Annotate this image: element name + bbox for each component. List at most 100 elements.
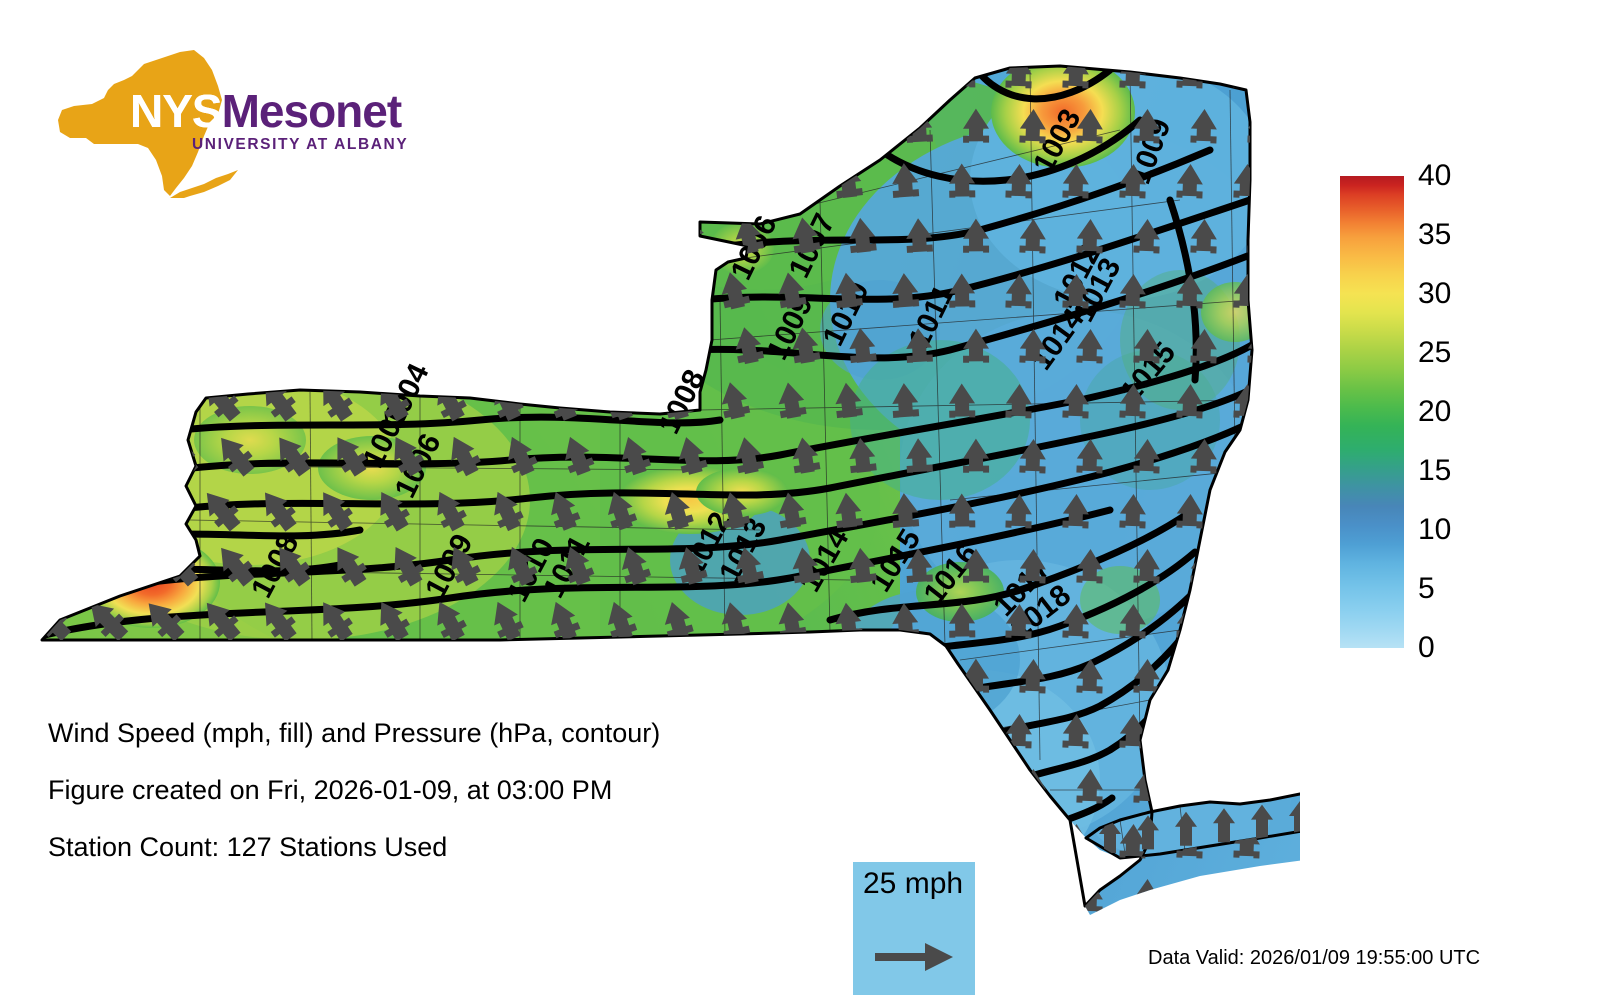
- wind-arrow: [735, 327, 765, 365]
- figure-title: Wind Speed (mph, fill) and Pressure (hPa…: [48, 718, 661, 748]
- wind-arrow: [451, 546, 481, 587]
- wind-arrow: [1251, 804, 1273, 839]
- wind-arrow: [778, 66, 807, 89]
- wind-arrow: [1176, 66, 1203, 89]
- wind-arrow: [1190, 109, 1217, 144]
- wind-arrow: [621, 106, 652, 146]
- wind-arrow: [735, 217, 765, 255]
- wind-arrow: [47, 438, 86, 477]
- wind-arrow: [1175, 811, 1197, 846]
- wind-arrow: [437, 161, 467, 202]
- wind-arrow: [835, 272, 863, 309]
- wind-arrow: [1190, 439, 1217, 474]
- wind-arrow: [565, 326, 595, 366]
- wind-arrow: [778, 382, 807, 419]
- wind-arrow: [735, 107, 765, 145]
- wind-arrow: [1133, 659, 1160, 694]
- wind-arrow: [90, 383, 129, 422]
- wind-arrow: [721, 382, 751, 420]
- wind-arrow: [1133, 109, 1160, 144]
- wind-arrow: [963, 218, 990, 253]
- wind-arrow: [678, 327, 708, 365]
- wind-arrow: [162, 218, 199, 257]
- wind-arrow: [721, 602, 751, 640]
- wind-arrow: [1176, 164, 1203, 199]
- wind-arrow: [949, 823, 976, 858]
- wind-arrow: [1019, 659, 1046, 694]
- wind-arrow: [148, 603, 185, 642]
- wind-arrow: [963, 328, 990, 363]
- wind-arrow: [337, 437, 367, 477]
- wind-arrow: [849, 437, 877, 474]
- wind-arrow: [264, 602, 297, 642]
- wind-arrow: [1062, 164, 1089, 199]
- wind-arrow: [721, 66, 751, 90]
- wind-arrow: [279, 217, 311, 257]
- logo-subtitle: UNIVERSITY AT ALBANY: [192, 136, 409, 153]
- wind-arrow: [42, 273, 72, 312]
- wind-arrow: [90, 603, 129, 642]
- wind-arrow: [892, 603, 920, 638]
- wind-arrow: [892, 383, 920, 418]
- wind-arrow: [104, 658, 143, 697]
- wind-arrow: [337, 217, 367, 257]
- wind-arrow: [778, 162, 807, 199]
- wind-arrow: [906, 108, 933, 143]
- wind-arrow: [1019, 439, 1046, 474]
- wind-arrow: [104, 218, 143, 257]
- wind-arrow: [162, 658, 199, 697]
- wind-arrow: [607, 66, 638, 91]
- wind-arrow: [451, 436, 481, 477]
- wind-arrow: [1076, 329, 1103, 364]
- wind-arrow: [437, 491, 467, 532]
- wind-arrow: [949, 603, 976, 638]
- wind-arrow: [664, 272, 694, 310]
- wind-arrow: [565, 106, 595, 146]
- wind-arrow: [963, 548, 990, 583]
- colorbar-tick-0: 0: [1418, 631, 1435, 664]
- wind-arrow: [494, 161, 524, 202]
- wind-arrow: [892, 163, 920, 198]
- wind-arrow: [1076, 549, 1103, 584]
- wind-arrow: [42, 493, 72, 532]
- logo-wordmark: NYSMesonet: [130, 84, 403, 138]
- caption-block: Wind Speed (mph, fill) and Pressure (hPa…: [48, 718, 848, 889]
- colorbar-tick-20: 20: [1418, 395, 1452, 428]
- wind-arrow: [437, 66, 467, 92]
- wind-arrow: [279, 657, 311, 697]
- wind-arrow: [394, 217, 424, 257]
- wind-arrow: [551, 601, 581, 641]
- wind-arrow: [778, 272, 807, 309]
- wind-arrow: [678, 657, 708, 695]
- wind-arrow: [565, 656, 595, 696]
- wind-arrow: [1019, 219, 1046, 254]
- wind-arrow: [1119, 824, 1146, 859]
- wind-arrow: [162, 328, 199, 367]
- wind-arrow: [1005, 384, 1032, 419]
- wind-arrow: [849, 107, 877, 144]
- wind-arrow: [1076, 769, 1103, 804]
- wind-arrow: [206, 602, 241, 642]
- wind-arrow: [621, 436, 652, 476]
- wind-arrow: [47, 548, 86, 587]
- wind-arrow: [664, 162, 694, 200]
- wind-arrow: [1133, 219, 1160, 254]
- wind-arrow: [565, 436, 595, 476]
- wind-arrow: [148, 383, 185, 422]
- wind-arrow: [221, 437, 255, 477]
- wind-reference-legend: 25 mph: [853, 862, 975, 995]
- wind-arrow: [1176, 494, 1203, 529]
- wind-arrow: [206, 272, 241, 312]
- wind-arrow: [1190, 879, 1217, 914]
- logo-mesonet-text: Mesonet: [221, 85, 403, 137]
- wind-arrow: [508, 326, 538, 367]
- map-panel: 1003 1004 1005 1006 1006 1007 1008 1008 …: [40, 64, 1300, 915]
- wind-arrow: [47, 328, 86, 367]
- wind-arrow: [279, 437, 311, 477]
- wind-arrow: [394, 657, 424, 697]
- wind-arrow: [664, 66, 694, 90]
- wind-arrow: [906, 438, 933, 473]
- wind-arrow: [1176, 714, 1203, 749]
- wind-arrow: [835, 492, 863, 529]
- wind-arrow: [508, 656, 538, 697]
